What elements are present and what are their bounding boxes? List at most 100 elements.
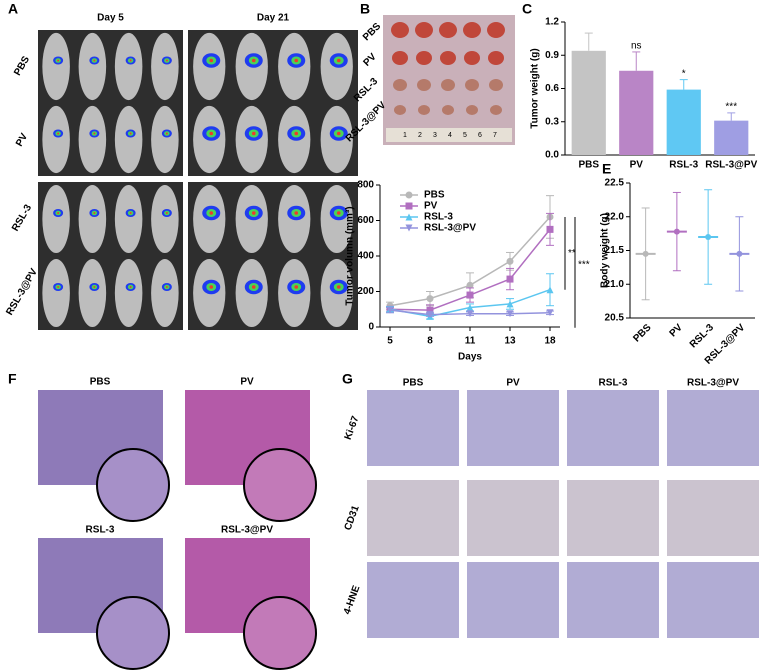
legend-label: RSL-3@PV — [424, 223, 476, 234]
signal-peak — [57, 59, 60, 62]
row-label: Ki-67 — [343, 414, 362, 441]
group-label: RSL-3@PV — [4, 267, 40, 318]
x-tick-label: RSL-3@PV — [705, 160, 757, 171]
tumor — [392, 51, 408, 65]
data-point — [546, 309, 554, 317]
x-tick-label: RSL-3 — [688, 322, 717, 351]
tumor — [466, 105, 478, 115]
signal-peak — [93, 212, 96, 214]
ihc-stain — [667, 562, 759, 638]
x-tick-label: 18 — [544, 336, 556, 347]
group-label: RSL-3 — [10, 202, 34, 233]
signal-peak — [294, 58, 299, 63]
y-axis-label: Tumor weight (g) — [530, 48, 541, 128]
bar — [571, 50, 606, 155]
group-label: RSL-3 — [86, 525, 115, 536]
y-tick-label: 22.5 — [605, 178, 625, 189]
signal-peak — [294, 131, 299, 136]
signal-peak — [336, 285, 341, 289]
group-label: PBS — [12, 54, 32, 78]
tumor — [418, 105, 430, 115]
y-tick-label: 0.3 — [545, 116, 559, 127]
signal-peak — [93, 286, 96, 288]
zoom-inset — [243, 448, 317, 522]
x-tick-label: RSL-3 — [669, 160, 698, 171]
tumor — [488, 51, 504, 65]
group-label: PV — [240, 377, 254, 388]
column-label: PBS — [403, 378, 424, 389]
signal-peak — [209, 285, 214, 289]
y-tick-label: 21.0 — [605, 279, 625, 290]
y-tick-label: 0 — [368, 322, 374, 333]
mouse — [151, 105, 179, 174]
mouse — [151, 32, 179, 101]
panel-label: E — [602, 161, 611, 177]
mouse — [114, 258, 143, 328]
signal-peak — [165, 286, 168, 288]
mouse — [114, 184, 143, 254]
legend-marker — [405, 202, 413, 210]
tumor — [440, 51, 456, 65]
data-point — [466, 303, 474, 311]
x-tick-label: 13 — [504, 336, 516, 347]
signal-peak — [336, 58, 341, 63]
panel-label: A — [8, 1, 18, 17]
ihc-stain — [567, 562, 659, 638]
mouse — [114, 32, 143, 101]
signal-peak — [129, 286, 132, 288]
y-tick-label: 400 — [357, 251, 374, 262]
ruler-number: 4 — [448, 132, 452, 139]
signal-peak — [57, 132, 60, 135]
significance: ns — [631, 41, 642, 52]
ihc-stain — [667, 390, 759, 466]
ruler-number: 2 — [418, 132, 422, 139]
ruler-number: 1 — [403, 132, 407, 139]
significance: * — [682, 68, 686, 79]
tumor — [416, 51, 432, 65]
data-point — [673, 228, 680, 235]
column-label: RSL-3 — [599, 378, 628, 389]
signal-peak — [209, 58, 214, 63]
y-tick-label: 0.9 — [545, 50, 559, 61]
data-point — [506, 300, 514, 308]
data-point — [546, 225, 554, 233]
group-label: PBS — [90, 377, 111, 388]
signal-peak — [209, 211, 214, 215]
data-point — [426, 306, 434, 314]
signal-peak — [93, 132, 96, 135]
signal-peak — [251, 58, 256, 63]
group-label: PV — [14, 131, 30, 148]
ihc-stain — [467, 390, 559, 466]
signal-peak — [57, 286, 60, 288]
signal-peak — [294, 285, 299, 289]
data-point — [506, 257, 514, 265]
mouse — [42, 105, 70, 174]
signal-peak — [129, 59, 132, 62]
ruler-number: 6 — [478, 132, 482, 139]
tumor — [442, 105, 454, 115]
tumor — [391, 22, 409, 38]
signal-peak — [93, 59, 96, 62]
signal-peak — [251, 131, 256, 136]
legend-marker — [405, 224, 413, 232]
data-point — [426, 311, 434, 319]
group-label: PBS — [361, 21, 384, 44]
significance: ** — [568, 248, 576, 259]
panel-label: B — [360, 1, 370, 17]
mouse — [151, 184, 179, 254]
signal-peak — [165, 212, 168, 214]
tumor — [415, 22, 433, 38]
x-tick-label: PV — [668, 322, 685, 339]
data-point — [642, 250, 649, 257]
y-tick-label: 22.0 — [605, 211, 625, 222]
group-label: RSL-3@PV — [221, 525, 273, 536]
data-point — [736, 250, 743, 257]
y-tick-label: 20.5 — [605, 313, 625, 324]
x-tick-label: 8 — [427, 336, 433, 347]
y-tick-label: 800 — [357, 180, 374, 191]
day-label: Day 5 — [97, 13, 124, 24]
signal-peak — [294, 211, 299, 215]
mouse — [42, 184, 70, 254]
